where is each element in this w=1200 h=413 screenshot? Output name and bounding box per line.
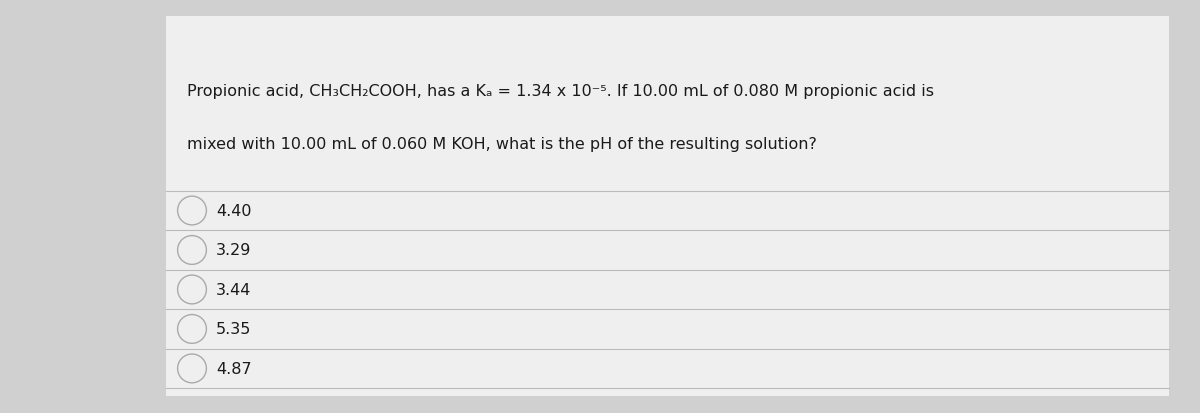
Text: Propionic acid, CH₃CH₂COOH, has a Kₐ = 1.34 x 10⁻⁵. If 10.00 mL of 0.080 M propi: Propionic acid, CH₃CH₂COOH, has a Kₐ = 1… [187,83,935,98]
Text: 4.87: 4.87 [216,361,252,376]
Bar [166,17,1169,396]
Text: mixed with 10.00 mL of 0.060 M KOH, what is the pH of the resulting solution?: mixed with 10.00 mL of 0.060 M KOH, what… [187,137,817,152]
Text: 3.44: 3.44 [216,282,251,297]
Text: 5.35: 5.35 [216,322,251,337]
Text: 4.40: 4.40 [216,204,252,218]
Text: 3.29: 3.29 [216,243,251,258]
